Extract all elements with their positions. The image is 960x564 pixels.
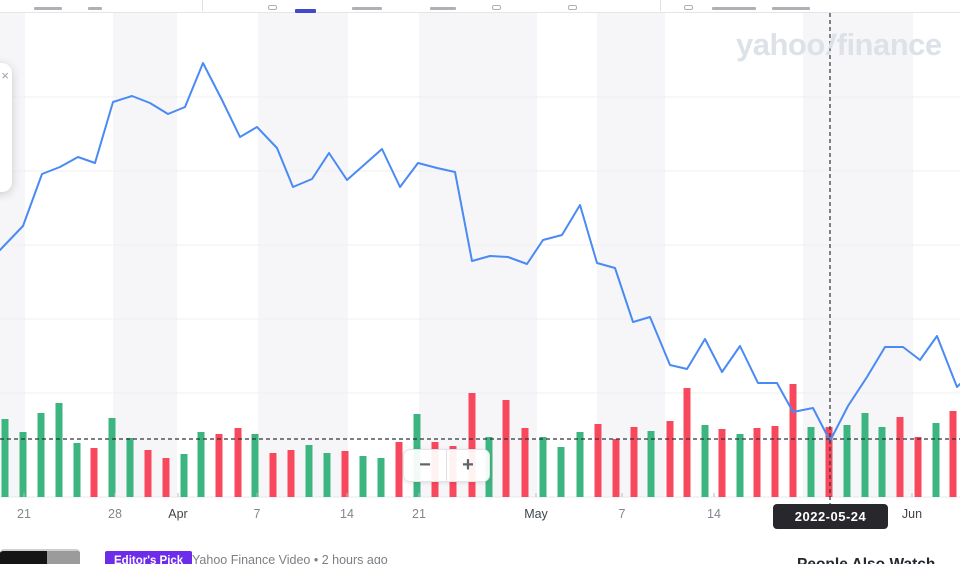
week-band: [419, 13, 537, 497]
volume-bar: [539, 437, 547, 497]
toolbar-icon: [268, 5, 277, 10]
x-label-month: Jun: [902, 507, 922, 521]
volume-bar: [234, 428, 242, 497]
volume-bar: [108, 418, 116, 497]
volume-bar: [612, 439, 620, 497]
volume-bar: [197, 432, 205, 497]
volume-bar: [701, 425, 709, 497]
volume-bar: [807, 427, 815, 497]
toolbar-icon: [684, 5, 693, 10]
volume-bar: [162, 458, 170, 497]
volume-bar: [557, 447, 565, 497]
volume-bar: [126, 438, 134, 497]
chart-toolbar: [0, 0, 960, 13]
volume-bar: [395, 442, 403, 497]
volume-bar: [630, 427, 638, 497]
volume-bar: [949, 411, 957, 497]
x-label-day: 21: [412, 507, 426, 521]
volume-bar: [305, 445, 313, 497]
volume-bar: [914, 437, 922, 497]
volume-bar: [251, 434, 259, 497]
volume-bar: [736, 434, 744, 497]
volume-bar: [377, 458, 385, 497]
volume-bar: [843, 425, 851, 497]
side-popup-card: ×: [0, 63, 12, 192]
week-band: [258, 13, 348, 497]
volume-bar: [37, 413, 45, 497]
toolbar-fragment: [772, 7, 810, 10]
active-tab-indicator: [295, 9, 316, 13]
editors-pick-badge: Editor's Pick: [105, 551, 193, 564]
volume-bar: [341, 451, 349, 497]
x-label-day: 7: [254, 507, 261, 521]
week-band: [803, 13, 913, 497]
zoom-in-button[interactable]: +: [446, 450, 489, 481]
volume-bar: [521, 428, 529, 497]
video-thumbnail-detail: [47, 551, 80, 564]
volume-bar: [718, 429, 726, 497]
volume-bar: [932, 423, 940, 497]
toolbar-fragment: [88, 7, 102, 10]
volume-bar: [647, 431, 655, 497]
x-label-day: 14: [340, 507, 354, 521]
volume-bar: [683, 388, 691, 497]
chart-zoom-control: − +: [403, 449, 490, 482]
toolbar-icon: [492, 5, 501, 10]
toolbar-fragment: [34, 7, 62, 10]
volume-bar: [90, 448, 98, 497]
volume-bar: [468, 393, 476, 497]
toolbar-fragment: [712, 7, 756, 10]
volume-bar: [19, 432, 27, 497]
zoom-out-button[interactable]: −: [419, 454, 431, 476]
video-thumbnail[interactable]: [0, 549, 80, 564]
week-band: [597, 13, 665, 497]
x-label-day: 7: [619, 507, 626, 521]
volume-bar: [896, 417, 904, 497]
toolbar-icon: [568, 5, 577, 10]
x-label-month: May: [524, 507, 548, 521]
yahoo-finance-watermark: yahoo!finance: [736, 27, 942, 62]
toolbar-divider: [202, 0, 203, 11]
crosshair-date-tooltip: 2022-05-24: [773, 504, 888, 529]
volume-bar: [771, 426, 779, 497]
x-label-day: 21: [17, 507, 31, 521]
volume-bar: [666, 421, 674, 497]
volume-bar: [287, 450, 295, 497]
volume-bar: [789, 384, 797, 497]
video-source-meta: Yahoo Finance Video • 2 hours ago: [192, 553, 388, 564]
volume-bar: [576, 432, 584, 497]
volume-bar: [753, 428, 761, 497]
volume-bar: [180, 454, 188, 497]
volume-bar: [323, 453, 331, 497]
page-content-below-chart: Editor's Pick Yahoo Finance Video • 2 ho…: [0, 530, 960, 564]
volume-bar: [269, 453, 277, 497]
x-label-month: Apr: [168, 507, 187, 521]
toolbar-fragment: [352, 7, 382, 10]
price-line: [0, 62, 960, 442]
volume-bar: [861, 413, 869, 497]
volume-bar: [144, 450, 152, 497]
x-label-day: 14: [707, 507, 721, 521]
volume-bar: [878, 427, 886, 497]
close-icon[interactable]: ×: [1, 68, 9, 83]
x-label-day: 28: [108, 507, 122, 521]
toolbar-divider: [660, 0, 661, 11]
volume-bar: [73, 443, 81, 497]
volume-bar: [55, 403, 63, 497]
price-volume-chart[interactable]: 21 28 Apr 7 14 21 May 7 14 Jun: [0, 0, 960, 530]
people-also-watch-heading: People Also Watch: [797, 556, 935, 564]
volume-bar: [502, 400, 510, 497]
volume-bar: [825, 427, 833, 497]
toolbar-fragment: [430, 7, 456, 10]
volume-bar: [215, 434, 223, 497]
volume-bar: [1, 419, 9, 497]
week-band: [113, 13, 177, 497]
volume-bar: [594, 424, 602, 497]
volume-bar: [359, 456, 367, 497]
